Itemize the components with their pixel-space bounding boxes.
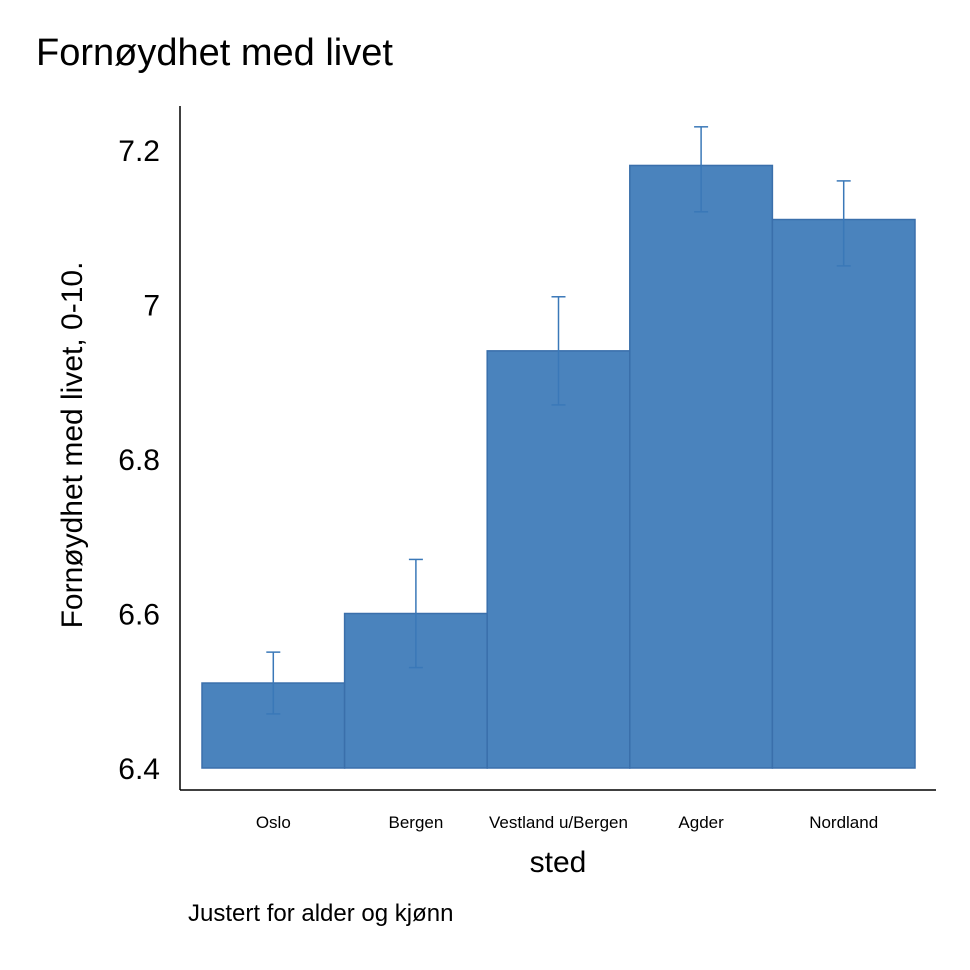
chart-note: Justert for alder og kjønn [188, 900, 454, 927]
bar-vestland-u-bergen [486, 350, 631, 769]
bar-agder [629, 164, 774, 769]
y-tick-labels: 6.4 6.6 6.8 7 7.2 [118, 135, 160, 786]
x-tick-label: Vestland u/Bergen [489, 813, 628, 832]
x-tick-label: Nordland [809, 813, 878, 832]
y-axis-title: Fornøydhet med livet, 0-10. [56, 262, 89, 629]
y-tick-label: 6.6 [118, 599, 160, 632]
chart-title: Fornøydhet med livet [36, 32, 393, 74]
x-tick-label: Bergen [388, 813, 443, 832]
y-tick-label: 6.8 [118, 444, 160, 477]
error-bars-layer [266, 126, 851, 715]
error-bar [836, 180, 851, 267]
x-axis-title: sted [530, 846, 587, 879]
error-bar [266, 651, 281, 715]
error-bar [694, 126, 709, 213]
error-bar [551, 296, 566, 406]
bars-layer [201, 164, 916, 769]
y-tick-label: 6.4 [118, 753, 160, 786]
x-tick-labels: Oslo Bergen Vestland u/Bergen Agder Nordland [256, 813, 878, 832]
y-tick-label: 7 [143, 290, 160, 323]
bar-nordland [771, 218, 916, 769]
error-bar [408, 558, 423, 669]
x-tick-label: Oslo [256, 813, 291, 832]
x-tick-label: Agder [678, 813, 724, 832]
y-tick-label: 7.2 [118, 135, 160, 168]
